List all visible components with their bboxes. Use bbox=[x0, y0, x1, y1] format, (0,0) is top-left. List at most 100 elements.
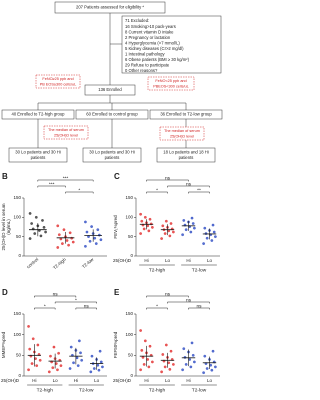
significance-bracket bbox=[37, 185, 66, 188]
x-tick-label: control bbox=[26, 257, 40, 270]
significance-label: ns bbox=[186, 182, 192, 187]
data-point bbox=[169, 222, 173, 225]
median-box bbox=[159, 126, 205, 141]
data-point bbox=[69, 345, 73, 349]
data-point bbox=[212, 230, 216, 234]
data-point bbox=[209, 363, 213, 367]
x-tick-label: Lo bbox=[207, 258, 213, 263]
data-point bbox=[211, 223, 215, 227]
x-tick-label: Hi bbox=[144, 378, 148, 383]
box bbox=[8, 147, 68, 163]
y-tick-label: 0 bbox=[130, 253, 133, 258]
median-text: The median of serum bbox=[48, 128, 84, 132]
significance-label: ** bbox=[197, 187, 201, 193]
excluded-line: 4 Hyperglycemia (>7 mmol/L) bbox=[125, 41, 180, 46]
data-point bbox=[54, 362, 58, 365]
data-point bbox=[140, 219, 144, 223]
data-point bbox=[214, 365, 217, 369]
data-point bbox=[97, 368, 101, 372]
x-tick-label: Hi bbox=[186, 258, 190, 263]
y-tick-label: 150 bbox=[13, 311, 21, 316]
significance-label: * bbox=[44, 303, 46, 309]
significance-label: ns bbox=[165, 176, 171, 181]
y-tick-label: 100 bbox=[125, 215, 133, 220]
data-point bbox=[59, 364, 63, 368]
excluded-line: 8 Current vitamin D intake bbox=[125, 30, 174, 35]
group-label: T2-low bbox=[192, 267, 207, 273]
box-text: patients bbox=[179, 155, 194, 160]
data-point bbox=[214, 235, 217, 239]
box-text: 18 Lo patients and 18 Hi bbox=[163, 150, 208, 155]
figure: 207 Patients assessed for eligibility * … bbox=[1, 1, 223, 393]
data-point bbox=[62, 228, 66, 232]
y-tick-label: 150 bbox=[13, 195, 21, 200]
significance-bracket bbox=[75, 307, 97, 310]
data-point bbox=[143, 215, 147, 219]
data-point bbox=[183, 356, 187, 359]
excluded-line: 5 Kidney diseases (Cr>2 mg/dl) bbox=[125, 46, 184, 51]
group-label: T2-low bbox=[192, 387, 207, 393]
box bbox=[54, 1, 166, 14]
data-point bbox=[148, 344, 152, 348]
data-point bbox=[151, 226, 154, 229]
data-point bbox=[146, 358, 150, 361]
x-tick-label: Lo bbox=[94, 378, 100, 383]
data-point bbox=[84, 220, 87, 224]
box-text: 40 Enrolled to T2-high group bbox=[11, 112, 65, 117]
y-tick-label: 150 bbox=[125, 195, 133, 200]
data-point bbox=[184, 228, 188, 232]
data-point bbox=[61, 242, 64, 245]
data-point bbox=[139, 232, 142, 235]
excluded-line: 6 Obese patients (BMI ≥ 30 kg/m²) bbox=[125, 57, 190, 62]
data-point bbox=[67, 243, 70, 247]
data-point bbox=[139, 368, 142, 372]
data-point bbox=[92, 367, 96, 370]
criteria-box bbox=[147, 76, 195, 91]
data-point bbox=[169, 349, 173, 353]
data-point bbox=[168, 368, 172, 371]
data-point bbox=[101, 365, 104, 369]
y-axis-label: MMEF%pred bbox=[1, 331, 6, 358]
data-point bbox=[203, 354, 207, 358]
excluded-line: 2 Pregnancy or lactation bbox=[125, 35, 171, 40]
data-point bbox=[210, 239, 214, 242]
data-point bbox=[142, 363, 146, 366]
data-point bbox=[172, 230, 175, 234]
box-text: 60 Enrolled to control group bbox=[86, 112, 138, 117]
box bbox=[75, 109, 149, 120]
data-point bbox=[68, 231, 72, 235]
data-point bbox=[202, 371, 205, 375]
significance-label: *** bbox=[63, 175, 69, 181]
criteria-text: PB EOS≥300 cells/uL bbox=[40, 83, 77, 87]
significance-bracket bbox=[146, 307, 168, 310]
data-point bbox=[30, 362, 34, 365]
box bbox=[82, 147, 142, 163]
y-tick-label: 0 bbox=[130, 373, 133, 378]
data-point bbox=[190, 341, 194, 345]
group-label: T2-high bbox=[149, 387, 166, 393]
significance-label: * bbox=[156, 187, 158, 193]
x-axis-label: 25(OH)D bbox=[1, 378, 20, 383]
data-point bbox=[205, 367, 209, 370]
significance-bracket bbox=[167, 185, 210, 188]
significance-label: * bbox=[78, 187, 80, 193]
data-point bbox=[161, 353, 165, 356]
y-tick-label: 50 bbox=[16, 234, 22, 239]
x-tick-label: Hi bbox=[32, 378, 36, 383]
data-point bbox=[90, 354, 94, 358]
data-point bbox=[146, 224, 150, 228]
data-point bbox=[78, 339, 81, 343]
data-point bbox=[167, 361, 171, 365]
box-text: 136 Enrolled bbox=[98, 87, 122, 92]
box-text: 36 Enrolled to T2-low group bbox=[160, 112, 212, 117]
data-point bbox=[98, 349, 102, 353]
box-text: 30 Lo patients and 30 Hi bbox=[89, 150, 134, 155]
data-point bbox=[96, 363, 100, 367]
excluded-line: 29 Refuse to participate bbox=[125, 63, 170, 68]
x-axis-label: 25(OH)D bbox=[113, 378, 132, 383]
data-point bbox=[181, 233, 184, 237]
x-tick-label: Hi bbox=[144, 258, 148, 263]
data-point bbox=[36, 343, 40, 347]
data-point bbox=[191, 222, 195, 225]
